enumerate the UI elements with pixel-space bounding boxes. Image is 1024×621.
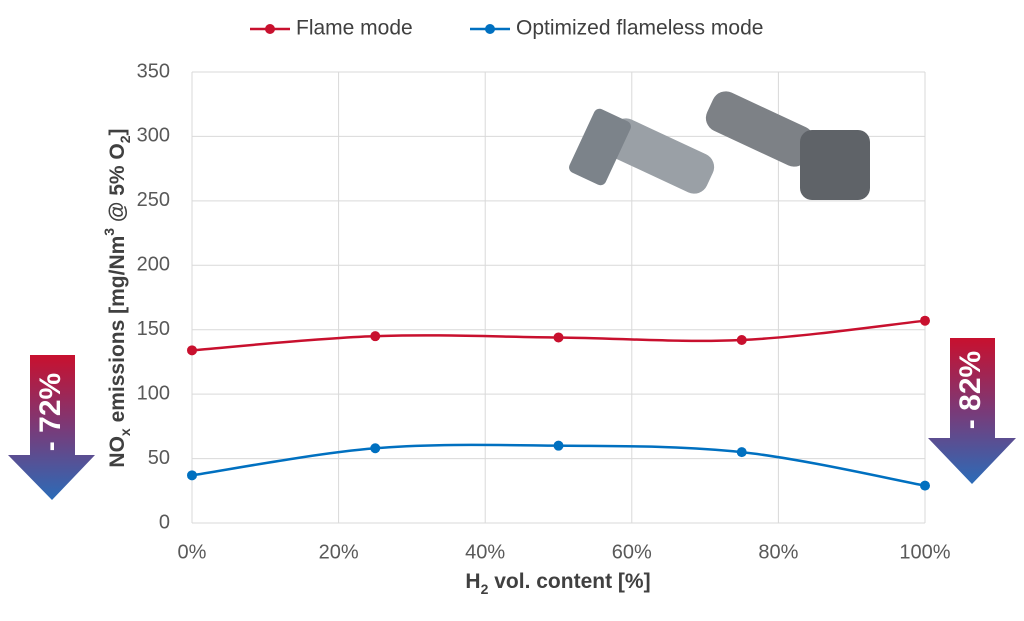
y-tick-label: 0: [159, 511, 170, 533]
y-axis-title-part: emissions [mg/Nm: [106, 236, 129, 429]
y-tick-label: 250: [137, 189, 170, 211]
point: [187, 470, 197, 481]
y-axis-title: NOx emissions [mg/Nm3 @ 5% O2]: [101, 128, 133, 467]
arrow-right: - 82%: [928, 338, 1016, 484]
y-axis-title-part: @ 5% O: [106, 143, 129, 228]
annotation: - 82%: [954, 351, 987, 429]
point: [370, 443, 381, 454]
x-axis-title: H2 vol. content [%]: [465, 570, 650, 597]
point: [736, 447, 747, 458]
point: [553, 332, 564, 343]
y-axis-title-part: x: [117, 428, 133, 436]
y-tick-label: 50: [148, 447, 170, 469]
x-tick-label: 80%: [758, 541, 798, 563]
x-axis-title-part: 2: [481, 581, 489, 597]
arrow-left: - 72%: [8, 355, 95, 500]
burner-image: [705, 91, 870, 200]
annotation: - 72%: [34, 373, 67, 451]
point: [370, 331, 381, 342]
y-axis-title-part: 2: [117, 135, 133, 143]
y-tick-label: 200: [137, 254, 170, 276]
y-tick-label: 150: [137, 318, 170, 340]
x-tick-label: 40%: [465, 541, 505, 563]
x-tick-label: 0%: [178, 541, 207, 563]
x-tick-label: 100%: [899, 541, 950, 563]
legend-label: Flame mode: [296, 17, 413, 40]
y-tick-label: 300: [137, 125, 170, 147]
legend-marker: [265, 24, 275, 34]
burner-image: [569, 108, 715, 194]
point: [187, 345, 197, 356]
legend-marker: [485, 24, 495, 34]
x-axis-title-part: H: [465, 570, 480, 593]
x-axis-title-part: vol. content [%]: [488, 570, 650, 593]
line: [191, 443, 926, 487]
point: [553, 440, 564, 451]
y-axis-title-part: NO: [106, 436, 129, 468]
y-tick-label: 350: [137, 60, 170, 82]
x-tick-label: 60%: [612, 541, 652, 563]
y-axis-title-part: ]: [106, 128, 129, 135]
x-tick-label: 20%: [319, 541, 359, 563]
point: [736, 335, 747, 346]
point: [920, 315, 930, 326]
legend-label: Optimized flameless mode: [516, 17, 763, 40]
point: [920, 480, 930, 491]
y-tick-label: 100: [137, 382, 170, 404]
y-axis-title-part: 3: [101, 228, 117, 236]
